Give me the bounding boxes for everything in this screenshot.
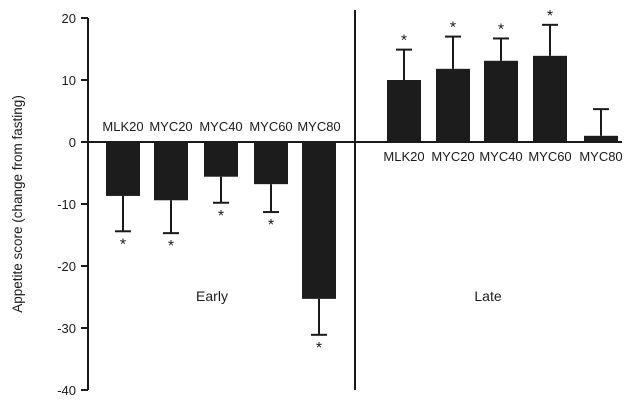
significance-star: * <box>268 217 274 234</box>
bar <box>106 142 140 196</box>
bar <box>533 55 567 142</box>
category-label: MYC20 <box>431 149 474 164</box>
y-tick-label: -40 <box>57 383 76 398</box>
significance-star: * <box>218 208 224 225</box>
category-label: MYC40 <box>479 149 522 164</box>
y-tick-label: 10 <box>62 73 76 88</box>
bars <box>106 23 618 336</box>
category-label: MYC40 <box>199 119 242 134</box>
bar <box>584 135 618 142</box>
significance-star: * <box>450 20 456 37</box>
group-label: Early <box>196 288 228 304</box>
significance-star: * <box>168 238 174 255</box>
significance-star: * <box>316 340 322 357</box>
y-tick-label: -20 <box>57 259 76 274</box>
bar <box>436 68 470 142</box>
axes: 20 10 0 -10 -20 -30 -40 <box>57 10 622 398</box>
significance-star: * <box>498 21 504 38</box>
category-label: MYC80 <box>297 119 340 134</box>
bar <box>302 142 336 299</box>
y-axis-title: Appetite score (change from fasting) <box>10 95 25 313</box>
y-tick-label: 20 <box>62 11 76 26</box>
bar <box>154 142 188 201</box>
y-tick-label: 0 <box>69 135 76 150</box>
bar <box>387 80 421 142</box>
category-label: MYC60 <box>249 119 292 134</box>
category-label: MYC60 <box>528 149 571 164</box>
labels: * MLK20 * MYC20 * MYC40 * MYC60 * MYC80 Early * MLK2… <box>102 8 622 357</box>
bar <box>254 142 288 185</box>
significance-star: * <box>401 33 407 50</box>
significance-star: * <box>547 8 553 25</box>
category-label: MLK20 <box>383 149 424 164</box>
bar <box>484 60 518 142</box>
significance-star: * <box>120 236 126 253</box>
y-tick-label: -30 <box>57 321 76 336</box>
y-tick-label: -10 <box>57 197 76 212</box>
group-label: Late <box>474 288 501 304</box>
category-label: MYC20 <box>149 119 192 134</box>
category-label: MLK20 <box>102 119 143 134</box>
category-label: MYC80 <box>579 149 622 164</box>
bar <box>204 142 238 177</box>
